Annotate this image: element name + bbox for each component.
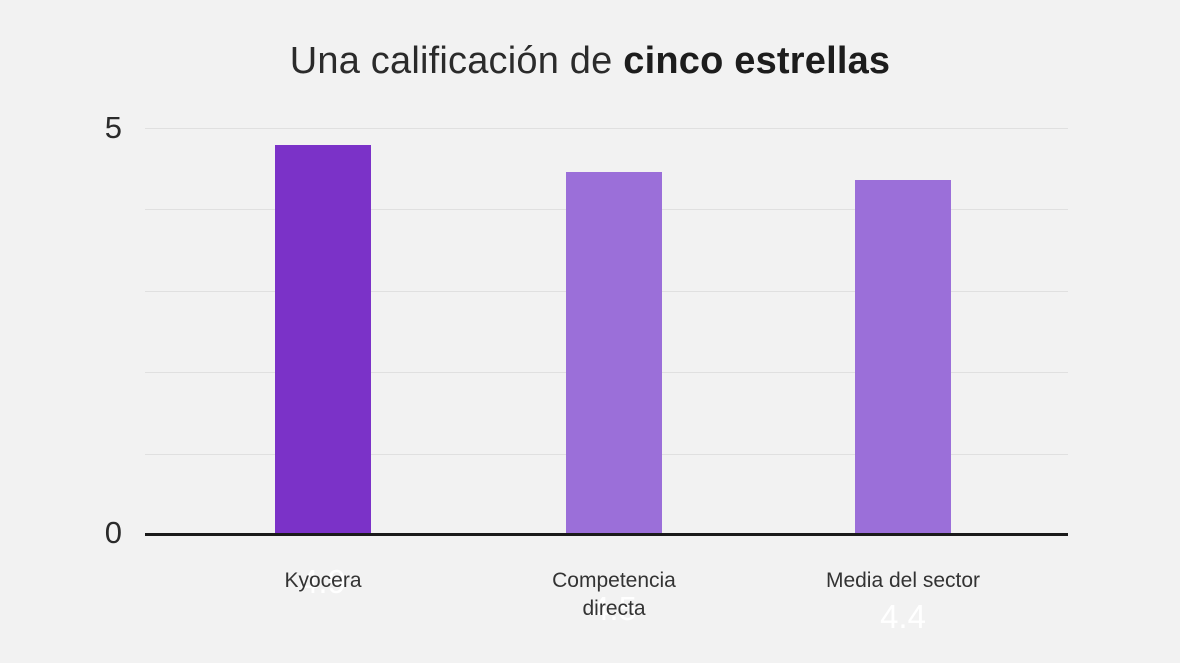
bar-value-competencia-directa: 4.5 <box>591 590 637 627</box>
chart-title-bold: cinco estrellas <box>623 40 891 82</box>
bar-rect-kyocera <box>275 145 371 534</box>
plot-area: 4.9 4.5 4.4 <box>145 128 1068 633</box>
chart-title-regular: Una calificación de <box>289 40 624 82</box>
x-axis-label-competencia-directa-line1: Competencia <box>552 569 676 592</box>
x-axis-label-media-del-sector: Media del sector <box>783 567 1023 595</box>
x-axis-label-competencia-directa: Competencia directa <box>494 567 734 624</box>
y-axis: 5 0 <box>60 0 122 663</box>
x-axis-label-kyocera: Kyocera <box>203 567 443 595</box>
y-axis-tick-0: 0 <box>104 515 122 550</box>
bar-rect-media-del-sector <box>855 180 951 534</box>
x-axis-label-media-del-sector-line1: Media del sector <box>825 569 981 592</box>
chart-title: Una calificación de cinco estrellas <box>0 40 1180 83</box>
x-axis-label-competencia-directa-line2: directa <box>582 597 646 621</box>
gridline-5 <box>145 128 1068 129</box>
x-axis-line <box>145 533 1068 536</box>
bar-rect-competencia-directa <box>566 172 662 534</box>
bar-value-kyocera: 4.9 <box>300 563 346 600</box>
x-axis-label-kyocera-line1: Kyocera <box>284 569 362 592</box>
y-axis-tick-5: 5 <box>104 110 122 145</box>
bar-value-media-del-sector: 4.4 <box>880 598 926 635</box>
